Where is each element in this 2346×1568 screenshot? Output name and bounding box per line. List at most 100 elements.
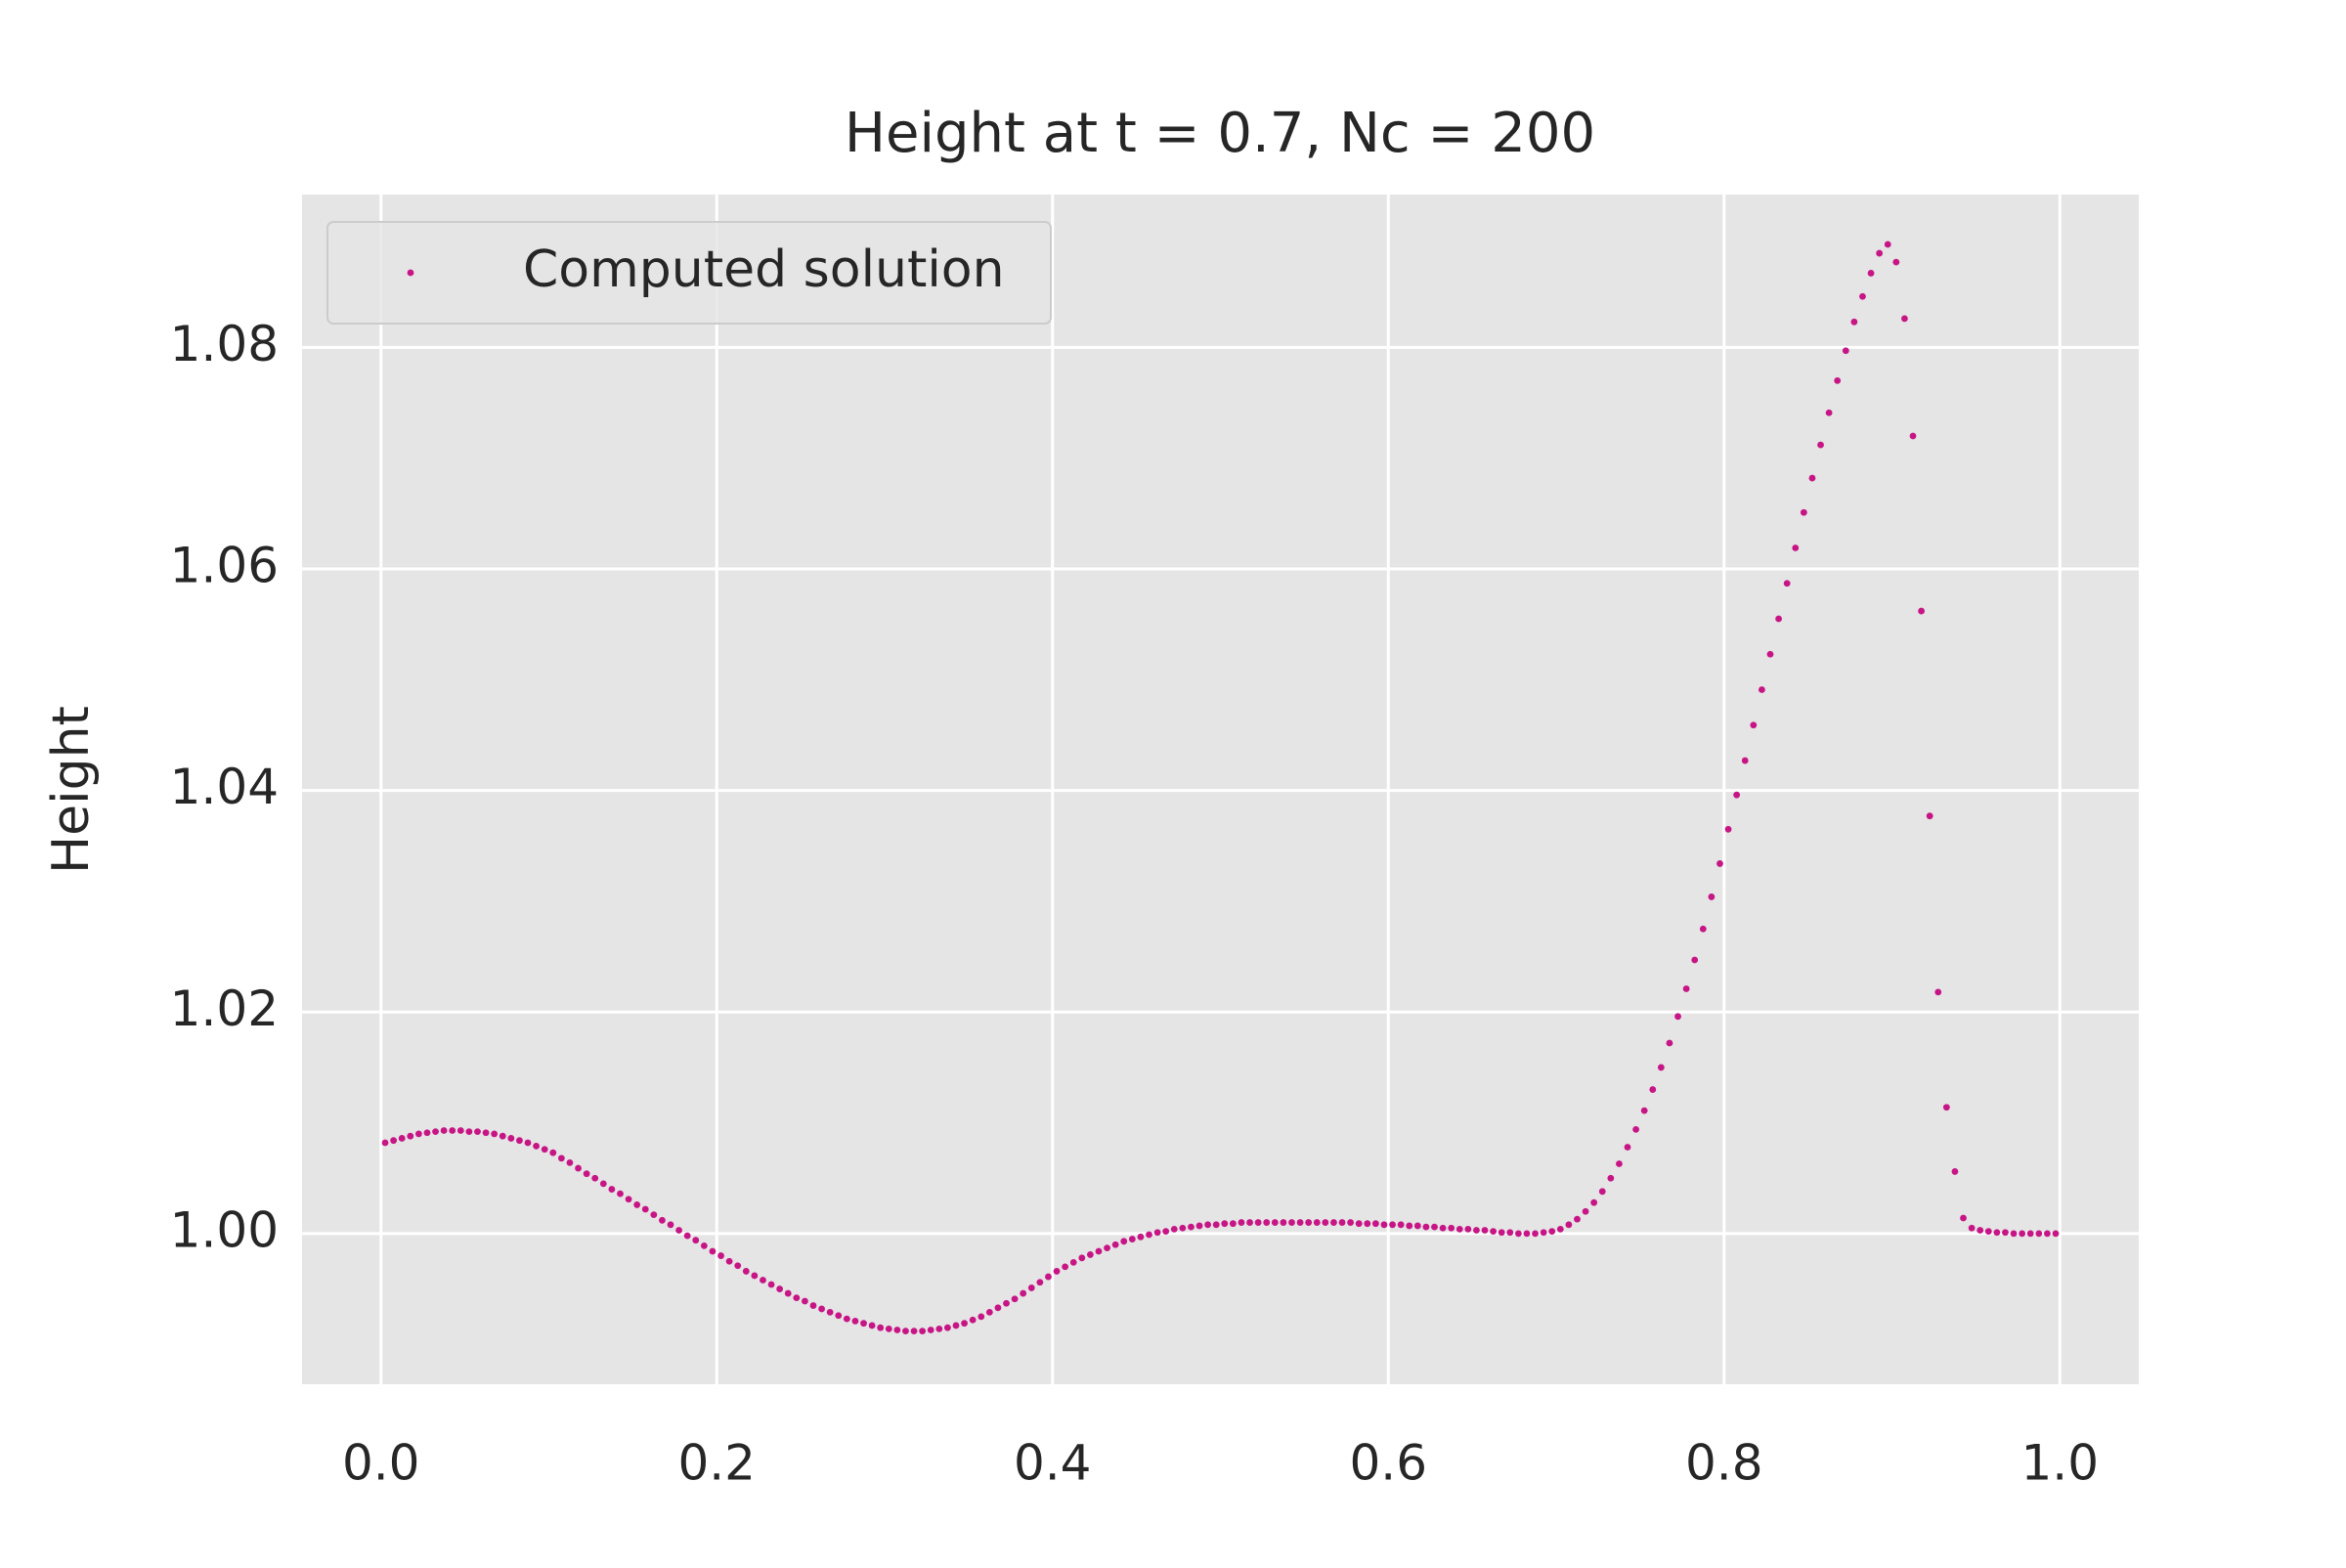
point	[482, 1129, 490, 1137]
point	[851, 1318, 859, 1325]
point	[1733, 791, 1741, 799]
point	[1380, 1221, 1388, 1229]
point	[1766, 650, 1774, 658]
point	[1280, 1219, 1287, 1226]
x-tick-label: 0.2	[677, 1435, 756, 1492]
point	[381, 1139, 389, 1147]
point	[1254, 1219, 1262, 1226]
point	[491, 1130, 499, 1138]
point	[617, 1190, 624, 1198]
legend-marker	[407, 269, 414, 277]
point	[1062, 1263, 1069, 1271]
point	[1624, 1144, 1631, 1151]
point	[1473, 1227, 1480, 1234]
point	[1708, 893, 1716, 900]
point	[1078, 1254, 1086, 1262]
point	[1984, 1228, 1992, 1236]
point	[1918, 607, 1925, 615]
legend-box	[326, 221, 1052, 325]
point	[1389, 1221, 1396, 1229]
point	[1590, 1198, 1598, 1206]
point	[1246, 1219, 1253, 1226]
point	[1901, 315, 1908, 323]
x-tick-label: 0.4	[1014, 1435, 1092, 1492]
point	[398, 1135, 406, 1142]
point	[566, 1158, 574, 1166]
point	[809, 1302, 817, 1309]
point	[902, 1328, 909, 1335]
point	[474, 1128, 481, 1136]
point	[1783, 580, 1791, 588]
point	[776, 1285, 784, 1292]
point	[1413, 1222, 1421, 1230]
point	[919, 1328, 927, 1335]
point	[1951, 1168, 1959, 1175]
point	[1565, 1221, 1573, 1229]
point	[1448, 1224, 1455, 1232]
point	[1439, 1224, 1447, 1232]
point	[1867, 270, 1875, 277]
y-tick-label: 1.04	[170, 759, 279, 815]
point	[709, 1247, 717, 1255]
point	[507, 1135, 515, 1142]
point	[650, 1211, 658, 1219]
point	[1498, 1229, 1505, 1237]
point	[1759, 686, 1765, 693]
point	[2002, 1229, 2009, 1237]
point	[1892, 258, 1900, 266]
point	[1229, 1220, 1237, 1228]
point	[1674, 1013, 1681, 1021]
point	[1775, 615, 1782, 623]
point	[717, 1252, 724, 1259]
point	[2043, 1230, 2051, 1238]
point	[533, 1142, 540, 1150]
point	[432, 1128, 439, 1136]
point	[1556, 1225, 1564, 1233]
point	[1086, 1251, 1094, 1258]
point	[1649, 1086, 1657, 1093]
point	[784, 1289, 792, 1297]
point	[760, 1277, 766, 1284]
point	[1020, 1289, 1027, 1297]
point	[943, 1324, 951, 1331]
point	[1926, 812, 1933, 820]
point	[1104, 1244, 1110, 1252]
point	[557, 1154, 565, 1162]
point	[683, 1232, 691, 1240]
point	[599, 1180, 607, 1188]
x-tick-label: 1.0	[2021, 1435, 2100, 1492]
point	[1657, 1064, 1665, 1071]
point	[935, 1325, 943, 1332]
point	[1036, 1279, 1044, 1286]
point	[549, 1149, 557, 1156]
point	[961, 1320, 968, 1328]
point	[2026, 1230, 2034, 1238]
point	[541, 1146, 548, 1154]
point	[1137, 1233, 1145, 1241]
point	[910, 1328, 918, 1335]
y-axis-label: Height	[42, 706, 101, 874]
point	[1422, 1223, 1430, 1231]
point	[608, 1186, 616, 1193]
point	[952, 1322, 960, 1329]
point	[742, 1268, 750, 1275]
point	[1532, 1230, 1539, 1238]
point	[1364, 1220, 1371, 1228]
point	[1221, 1220, 1229, 1228]
point	[860, 1320, 867, 1328]
point	[1741, 757, 1749, 764]
point	[725, 1257, 733, 1265]
point	[1045, 1273, 1052, 1281]
point	[1808, 474, 1816, 482]
point	[1330, 1219, 1337, 1226]
point	[1003, 1299, 1010, 1307]
point	[1455, 1225, 1463, 1233]
point	[1322, 1219, 1329, 1226]
point	[1968, 1224, 1976, 1232]
point	[1271, 1219, 1279, 1226]
point	[1371, 1220, 1379, 1228]
point	[1313, 1219, 1321, 1226]
point	[1490, 1228, 1498, 1236]
point	[751, 1272, 759, 1280]
point	[1195, 1222, 1203, 1230]
